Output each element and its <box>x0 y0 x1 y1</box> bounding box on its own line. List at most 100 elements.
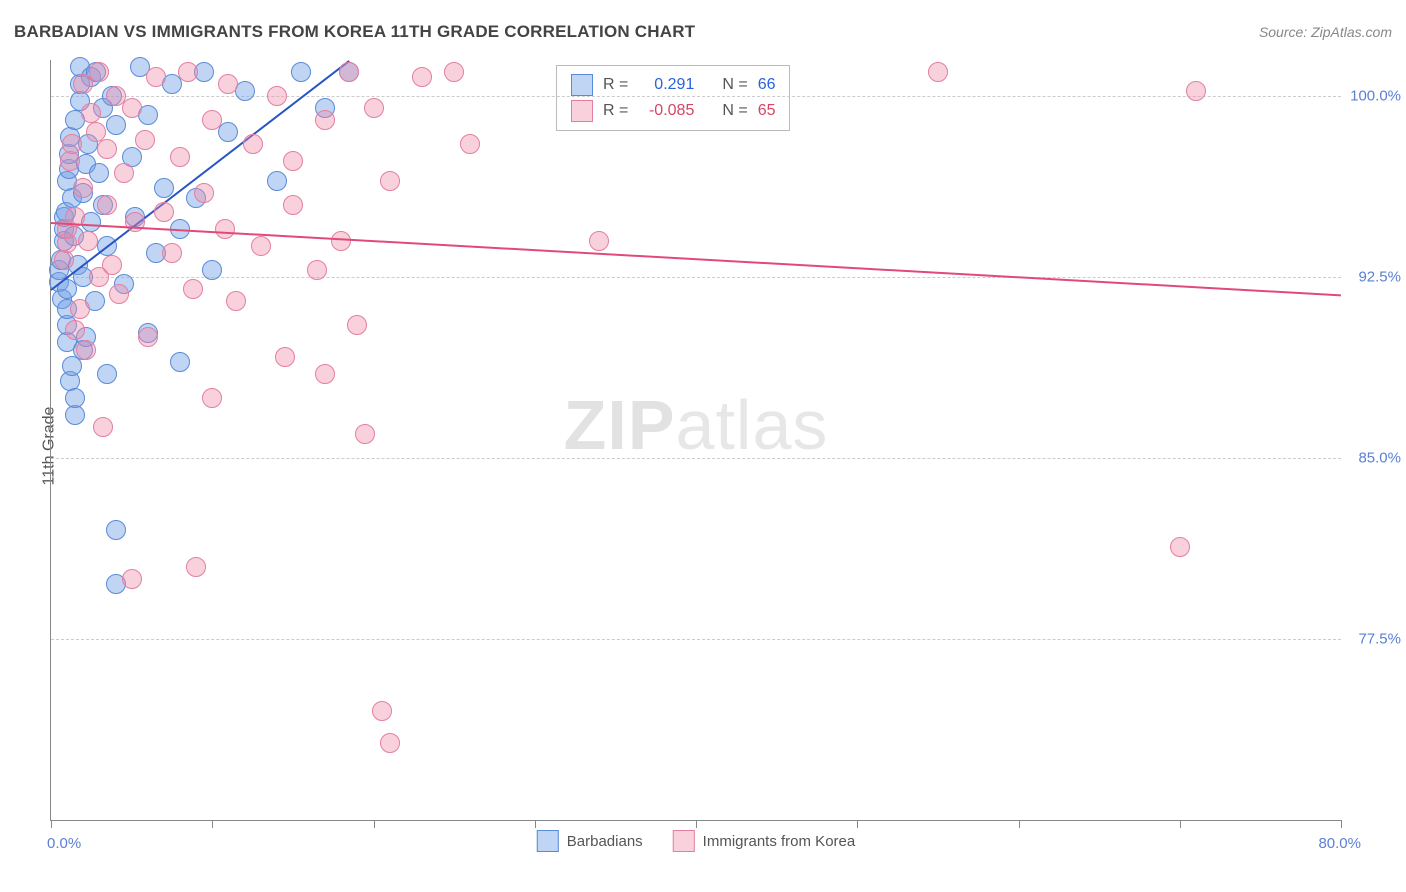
x-tick <box>1019 820 1020 828</box>
data-point <box>202 260 222 280</box>
legend-swatch <box>571 100 593 122</box>
data-point <box>218 122 238 142</box>
data-point <box>202 388 222 408</box>
data-point <box>170 147 190 167</box>
data-point <box>102 255 122 275</box>
data-point <box>154 202 174 222</box>
scatter-plot-area: ZIPatlas R = 0.291N =66R = -0.085N =65 B… <box>50 60 1341 821</box>
data-point <box>70 299 90 319</box>
data-point <box>97 195 117 215</box>
data-point <box>146 67 166 87</box>
gridline-h <box>51 277 1341 278</box>
data-point <box>226 291 246 311</box>
data-point <box>331 231 351 251</box>
data-point <box>178 62 198 82</box>
gridline-h <box>51 639 1341 640</box>
watermark: ZIPatlas <box>564 385 829 465</box>
source-credit: Source: ZipAtlas.com <box>1259 24 1392 40</box>
gridline-h <box>51 458 1341 459</box>
data-point <box>97 364 117 384</box>
data-point <box>283 195 303 215</box>
data-point <box>106 520 126 540</box>
chart-title: BARBADIAN VS IMMIGRANTS FROM KOREA 11TH … <box>14 22 695 42</box>
series-legend: Barbadians Immigrants from Korea <box>537 830 855 852</box>
r-label: R = <box>603 102 628 120</box>
y-tick-label: 92.5% <box>1358 269 1401 286</box>
data-point <box>54 250 74 270</box>
data-point <box>315 364 335 384</box>
r-value: 0.291 <box>638 76 694 94</box>
x-tick <box>212 820 213 828</box>
data-point <box>412 67 432 87</box>
y-tick-label: 77.5% <box>1358 631 1401 648</box>
data-point <box>347 315 367 335</box>
n-label: N = <box>722 102 747 120</box>
data-point <box>65 320 85 340</box>
y-tick-label: 85.0% <box>1358 450 1401 467</box>
data-point <box>202 110 222 130</box>
n-value: 66 <box>758 76 776 94</box>
data-point <box>380 733 400 753</box>
x-tick <box>535 820 536 828</box>
legend-swatch <box>571 74 593 96</box>
data-point <box>194 183 214 203</box>
data-point <box>1170 537 1190 557</box>
legend-stat-row: R = -0.085N =65 <box>571 98 775 124</box>
data-point <box>267 86 287 106</box>
data-point <box>183 279 203 299</box>
data-point <box>1186 81 1206 101</box>
x-tick <box>1341 820 1342 828</box>
data-point <box>186 557 206 577</box>
data-point <box>65 388 85 408</box>
data-point <box>380 171 400 191</box>
watermark-thin: atlas <box>676 386 829 464</box>
x-tick <box>857 820 858 828</box>
data-point <box>315 110 335 130</box>
y-tick-label: 100.0% <box>1350 88 1401 105</box>
data-point <box>355 424 375 444</box>
data-point <box>251 236 271 256</box>
data-point <box>122 569 142 589</box>
data-point <box>291 62 311 82</box>
legend-item: Immigrants from Korea <box>673 830 856 852</box>
data-point <box>62 134 82 154</box>
n-value: 65 <box>758 102 776 120</box>
data-point <box>218 74 238 94</box>
r-label: R = <box>603 76 628 94</box>
data-point <box>243 134 263 154</box>
data-point <box>170 352 190 372</box>
x-tick <box>374 820 375 828</box>
data-point <box>364 98 384 118</box>
data-point <box>589 231 609 251</box>
data-point <box>283 151 303 171</box>
data-point <box>275 347 295 367</box>
data-point <box>460 134 480 154</box>
data-point <box>62 356 82 376</box>
legend-item: Barbadians <box>537 830 643 852</box>
data-point <box>114 163 134 183</box>
x-max-label: 80.0% <box>1318 835 1361 852</box>
data-point <box>93 417 113 437</box>
x-tick <box>1180 820 1181 828</box>
data-point <box>81 103 101 123</box>
data-point <box>97 139 117 159</box>
legend-stat-row: R = 0.291N =66 <box>571 72 775 98</box>
legend-series-label: Barbadians <box>567 833 643 850</box>
data-point <box>444 62 464 82</box>
data-point <box>215 219 235 239</box>
watermark-bold: ZIP <box>564 386 676 464</box>
data-point <box>928 62 948 82</box>
x-tick <box>51 820 52 828</box>
legend-series-label: Immigrants from Korea <box>703 833 856 850</box>
data-point <box>109 284 129 304</box>
legend-swatch <box>673 830 695 852</box>
data-point <box>135 130 155 150</box>
data-point <box>73 178 93 198</box>
data-point <box>138 327 158 347</box>
data-point <box>307 260 327 280</box>
legend-swatch <box>537 830 559 852</box>
x-tick <box>696 820 697 828</box>
data-point <box>89 62 109 82</box>
data-point <box>76 340 96 360</box>
data-point <box>162 243 182 263</box>
